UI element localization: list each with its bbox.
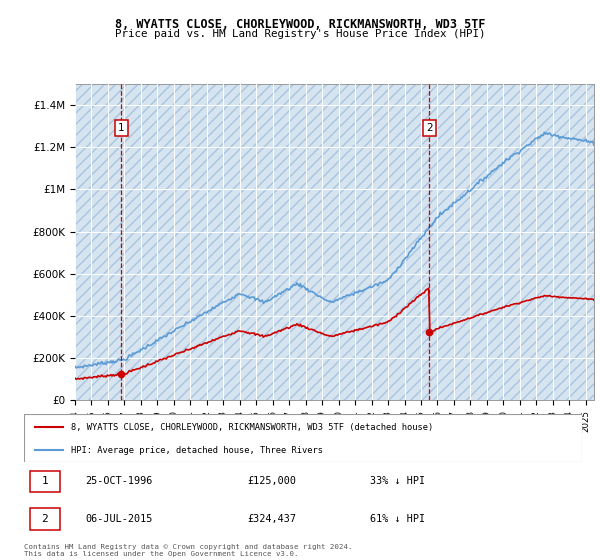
- Text: 2: 2: [41, 514, 48, 524]
- Text: £324,437: £324,437: [247, 514, 296, 524]
- Text: Contains HM Land Registry data © Crown copyright and database right 2024.
This d: Contains HM Land Registry data © Crown c…: [24, 544, 353, 557]
- FancyBboxPatch shape: [29, 470, 60, 492]
- Text: 8, WYATTS CLOSE, CHORLEYWOOD, RICKMANSWORTH, WD3 5TF: 8, WYATTS CLOSE, CHORLEYWOOD, RICKMANSWO…: [115, 18, 485, 31]
- FancyBboxPatch shape: [24, 414, 582, 462]
- Text: 61% ↓ HPI: 61% ↓ HPI: [370, 514, 425, 524]
- Text: HPI: Average price, detached house, Three Rivers: HPI: Average price, detached house, Thre…: [71, 446, 323, 455]
- Text: 25-OCT-1996: 25-OCT-1996: [85, 476, 153, 486]
- Text: 1: 1: [118, 123, 125, 133]
- Text: 8, WYATTS CLOSE, CHORLEYWOOD, RICKMANSWORTH, WD3 5TF (detached house): 8, WYATTS CLOSE, CHORLEYWOOD, RICKMANSWO…: [71, 423, 434, 432]
- Text: 06-JUL-2015: 06-JUL-2015: [85, 514, 153, 524]
- Text: Price paid vs. HM Land Registry's House Price Index (HPI): Price paid vs. HM Land Registry's House …: [115, 29, 485, 39]
- Text: £125,000: £125,000: [247, 476, 296, 486]
- Text: 1: 1: [41, 476, 48, 486]
- Text: 2: 2: [426, 123, 433, 133]
- FancyBboxPatch shape: [29, 508, 60, 530]
- Text: 33% ↓ HPI: 33% ↓ HPI: [370, 476, 425, 486]
